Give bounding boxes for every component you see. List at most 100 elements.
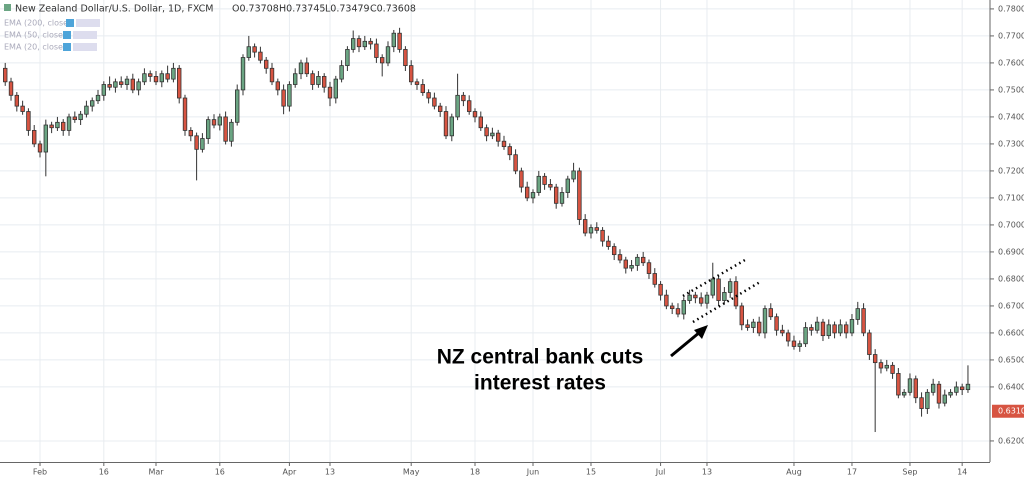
candle-body xyxy=(397,32,402,50)
candle-body xyxy=(379,57,385,64)
candle-body xyxy=(443,111,449,137)
candle-body xyxy=(78,113,83,121)
candle-body xyxy=(84,105,89,115)
candle-body xyxy=(942,394,947,404)
candle-body xyxy=(693,294,698,299)
indicator-button[interactable] xyxy=(76,19,100,27)
candle-body xyxy=(814,321,820,331)
candle-body xyxy=(124,78,130,85)
indicator-button[interactable] xyxy=(73,31,97,39)
candle-body xyxy=(687,294,692,301)
candle-body xyxy=(287,84,292,107)
candle-body xyxy=(855,308,860,320)
candle-body xyxy=(3,67,8,83)
candle-body xyxy=(374,43,379,58)
candle-body xyxy=(565,178,570,193)
last-price-tag xyxy=(992,404,1024,418)
candle-body xyxy=(664,294,669,307)
candle-body xyxy=(316,76,321,85)
candle-body xyxy=(26,111,31,131)
candle-body xyxy=(43,124,49,153)
candle-body xyxy=(623,259,628,269)
candle-body xyxy=(20,105,25,112)
legend-header: New Zealand Dollar/U.S. Dollar, 1D, FXCM… xyxy=(4,4,416,52)
candle-body xyxy=(432,97,437,107)
x-tick-label: 17 xyxy=(847,468,857,477)
x-tick-label: 16 xyxy=(99,468,109,477)
candle-body xyxy=(235,89,240,123)
annotation: NZ central bank cuts xyxy=(437,346,644,369)
symbol-icon xyxy=(4,4,11,11)
candle-body xyxy=(188,130,194,137)
candle-body xyxy=(669,305,675,310)
candle-body xyxy=(872,354,878,364)
x-tick-label: 15 xyxy=(586,468,596,477)
indicator-label[interactable]: EMA (20, close) xyxy=(4,43,66,52)
indicator-button[interactable] xyxy=(63,43,71,51)
candle-body xyxy=(617,254,623,261)
candle-body xyxy=(165,73,170,80)
candle-body xyxy=(611,246,617,256)
candle-body xyxy=(298,62,304,75)
candle-body xyxy=(368,40,373,45)
quote-low: L0.73479 xyxy=(325,4,370,15)
indicator-button[interactable] xyxy=(63,31,71,39)
candle-body xyxy=(182,97,188,131)
chart-title: New Zealand Dollar/U.S. Dollar, 1D, FXCM xyxy=(15,4,214,15)
candle-body xyxy=(426,92,431,99)
candle-body xyxy=(414,81,420,85)
candle-body xyxy=(803,327,808,345)
candle-body xyxy=(240,57,246,91)
candle-body xyxy=(229,121,234,142)
candle-body xyxy=(594,227,599,231)
indicator-button[interactable] xyxy=(73,43,97,51)
candle-body xyxy=(907,378,913,393)
candle-body xyxy=(901,391,907,396)
candle-body xyxy=(333,78,338,99)
candle-body xyxy=(293,73,298,85)
candle-body xyxy=(797,343,802,347)
candle-body xyxy=(606,240,611,247)
candle-body xyxy=(37,143,43,153)
x-tick-label: 13 xyxy=(702,468,712,477)
candle-body xyxy=(791,340,797,347)
candle-body xyxy=(495,132,501,142)
candle-body xyxy=(362,40,367,48)
x-tick-label: Aug xyxy=(786,468,802,477)
candle-body xyxy=(391,32,396,48)
x-tick-label: 13 xyxy=(325,468,335,477)
x-tick-label: 18 xyxy=(470,468,480,477)
candle-body xyxy=(954,386,959,393)
last-price-label: 0.63100 xyxy=(998,407,1024,416)
indicator-label[interactable]: EMA (50, close) xyxy=(4,31,66,40)
candle-body xyxy=(635,256,640,266)
candle-body xyxy=(49,124,54,129)
candle-body xyxy=(936,383,942,404)
candle-body xyxy=(420,84,425,94)
candle-body xyxy=(472,111,478,118)
candle-body xyxy=(867,332,872,355)
indicator-label[interactable]: EMA (200, close) xyxy=(4,19,71,28)
candle-body xyxy=(142,73,147,83)
candle-body xyxy=(281,89,286,107)
candle-body xyxy=(727,281,733,293)
candle-body xyxy=(571,170,576,180)
annotation: interest rates xyxy=(474,372,606,395)
candle-body xyxy=(275,81,281,91)
candle-body xyxy=(600,229,605,242)
candle-body xyxy=(513,154,518,172)
candle-body xyxy=(878,362,884,369)
candle-body xyxy=(548,184,553,188)
candle-body xyxy=(519,170,524,188)
candle-body xyxy=(153,76,159,83)
candle-body xyxy=(588,227,594,234)
indicator-button[interactable] xyxy=(66,19,74,27)
